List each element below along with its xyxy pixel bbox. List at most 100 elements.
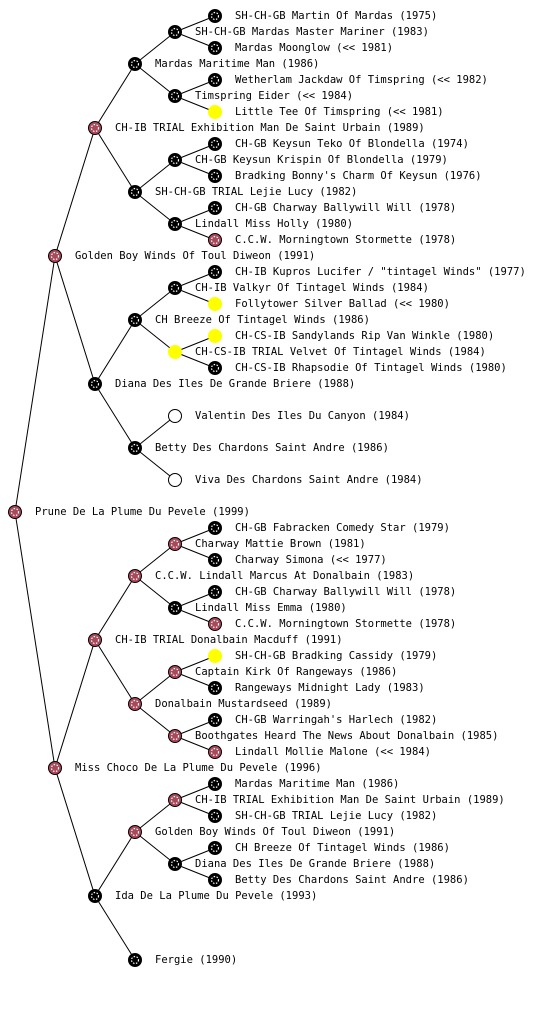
node-marker-pattern [210,555,220,565]
node-label: C.C.W. Lindall Marcus At Donalbain (1983… [155,570,414,582]
node-marker-pattern [210,203,220,213]
node-marker [168,25,182,39]
node-marker-pattern [210,875,220,885]
node-marker [208,329,222,343]
node-marker [208,297,222,311]
node-label: CH-IB TRIAL Exhibition Man De Saint Urba… [195,794,505,806]
node-label: SH-CH-GB Martin Of Mardas (1975) [235,10,437,22]
edge [134,799,176,833]
node-marker [208,585,222,599]
node-marker [128,185,142,199]
node-marker-pattern [210,139,220,149]
edge [14,255,56,513]
node-marker-pattern [130,571,140,581]
node-marker-pattern [210,747,220,757]
node-marker [128,569,142,583]
node-marker-pattern [170,859,180,869]
edge [94,639,136,705]
node-marker [208,745,222,759]
node-marker [168,409,182,423]
node-marker-pattern [170,283,180,293]
edge [54,127,96,257]
edge [134,287,176,321]
edge [174,271,216,289]
node-label: CH-IB TRIAL Donalbain Macduff (1991) [115,634,343,646]
node-marker [208,169,222,183]
edge [174,671,216,689]
node-marker [168,153,182,167]
node-marker-pattern [90,635,100,645]
node-label: CH-CS-IB Sandylands Rip Van Winkle (1980… [235,330,494,342]
node-marker-pattern [90,379,100,389]
edge [134,703,176,737]
edge [134,447,176,481]
edge [94,383,136,449]
node-marker-pattern [170,91,180,101]
node-marker-pattern [50,251,60,261]
node-label: Bradking Bonny's Charm Of Keysun (1976) [235,170,482,182]
node-marker [208,361,222,375]
node-label: Betty Des Chardons Saint Andre (1986) [155,442,389,454]
edge [94,63,136,129]
node-marker-pattern [130,59,140,69]
node-label: Ida De La Plume Du Pevele (1993) [115,890,317,902]
node-marker [208,137,222,151]
node-marker [208,9,222,23]
node-marker [208,73,222,87]
edge [94,127,136,193]
edge [134,159,176,193]
node-marker-pattern [130,315,140,325]
edge [134,543,176,577]
node-marker [128,57,142,71]
node-label: Mardas Moonglow (<< 1981) [235,42,393,54]
node-marker-pattern [210,811,220,821]
edge [174,95,216,113]
node-label: CH-IB Valkyr Of Tintagel Winds (1984) [195,282,429,294]
edge [174,655,216,673]
node-label: Follytower Silver Ballad (<< 1980) [235,298,450,310]
node-label: Prune De La Plume Du Pevele (1999) [35,506,250,518]
node-marker-pattern [210,523,220,533]
node-label: Timspring Eider (<< 1984) [195,90,353,102]
node-label: Golden Boy Winds Of Toul Diweon (1991) [75,250,315,262]
node-label: Lindall Mollie Malone (<< 1984) [235,746,431,758]
node-marker [168,345,182,359]
node-label: SH-CH-GB Bradking Cassidy (1979) [235,650,437,662]
node-marker-pattern [210,171,220,181]
edge [94,319,136,385]
node-label: CH-IB Kupros Lucifer / "tintagel Winds" … [235,266,526,278]
node-label: CH-GB Keysun Krispin Of Blondella (1979) [195,154,448,166]
node-marker-pattern [170,731,180,741]
node-label: Boothgates Heard The News About Donalbai… [195,730,498,742]
edge [174,719,216,737]
node-marker-pattern [210,587,220,597]
edge [174,335,216,353]
node-marker-pattern [210,11,220,21]
node-marker-pattern [210,619,220,629]
node-marker-pattern [130,955,140,965]
node-label: Mardas Maritime Man (1986) [235,778,399,790]
node-marker [88,889,102,903]
node-marker-pattern [90,123,100,133]
node-marker-pattern [210,235,220,245]
node-marker [208,41,222,55]
node-marker-pattern [130,187,140,197]
node-marker-pattern [210,363,220,373]
node-label: Fergie (1990) [155,954,237,966]
node-marker [208,649,222,663]
node-marker-pattern [170,155,180,165]
node-label: SH-CH-GB Mardas Master Mariner (1983) [195,26,429,38]
node-marker-pattern [170,795,180,805]
node-label: CH-CS-IB Rhapsodie Of Tintagel Winds (19… [235,362,507,374]
node-marker-pattern [130,443,140,453]
node-label: Donalbain Mustardseed (1989) [155,698,332,710]
edge [134,415,176,449]
node-marker [168,729,182,743]
node-marker [208,873,222,887]
node-marker-pattern [10,507,20,517]
node-marker [208,713,222,727]
node-label: SH-CH-GB TRIAL Lejie Lucy (1982) [155,186,357,198]
node-marker [128,313,142,327]
